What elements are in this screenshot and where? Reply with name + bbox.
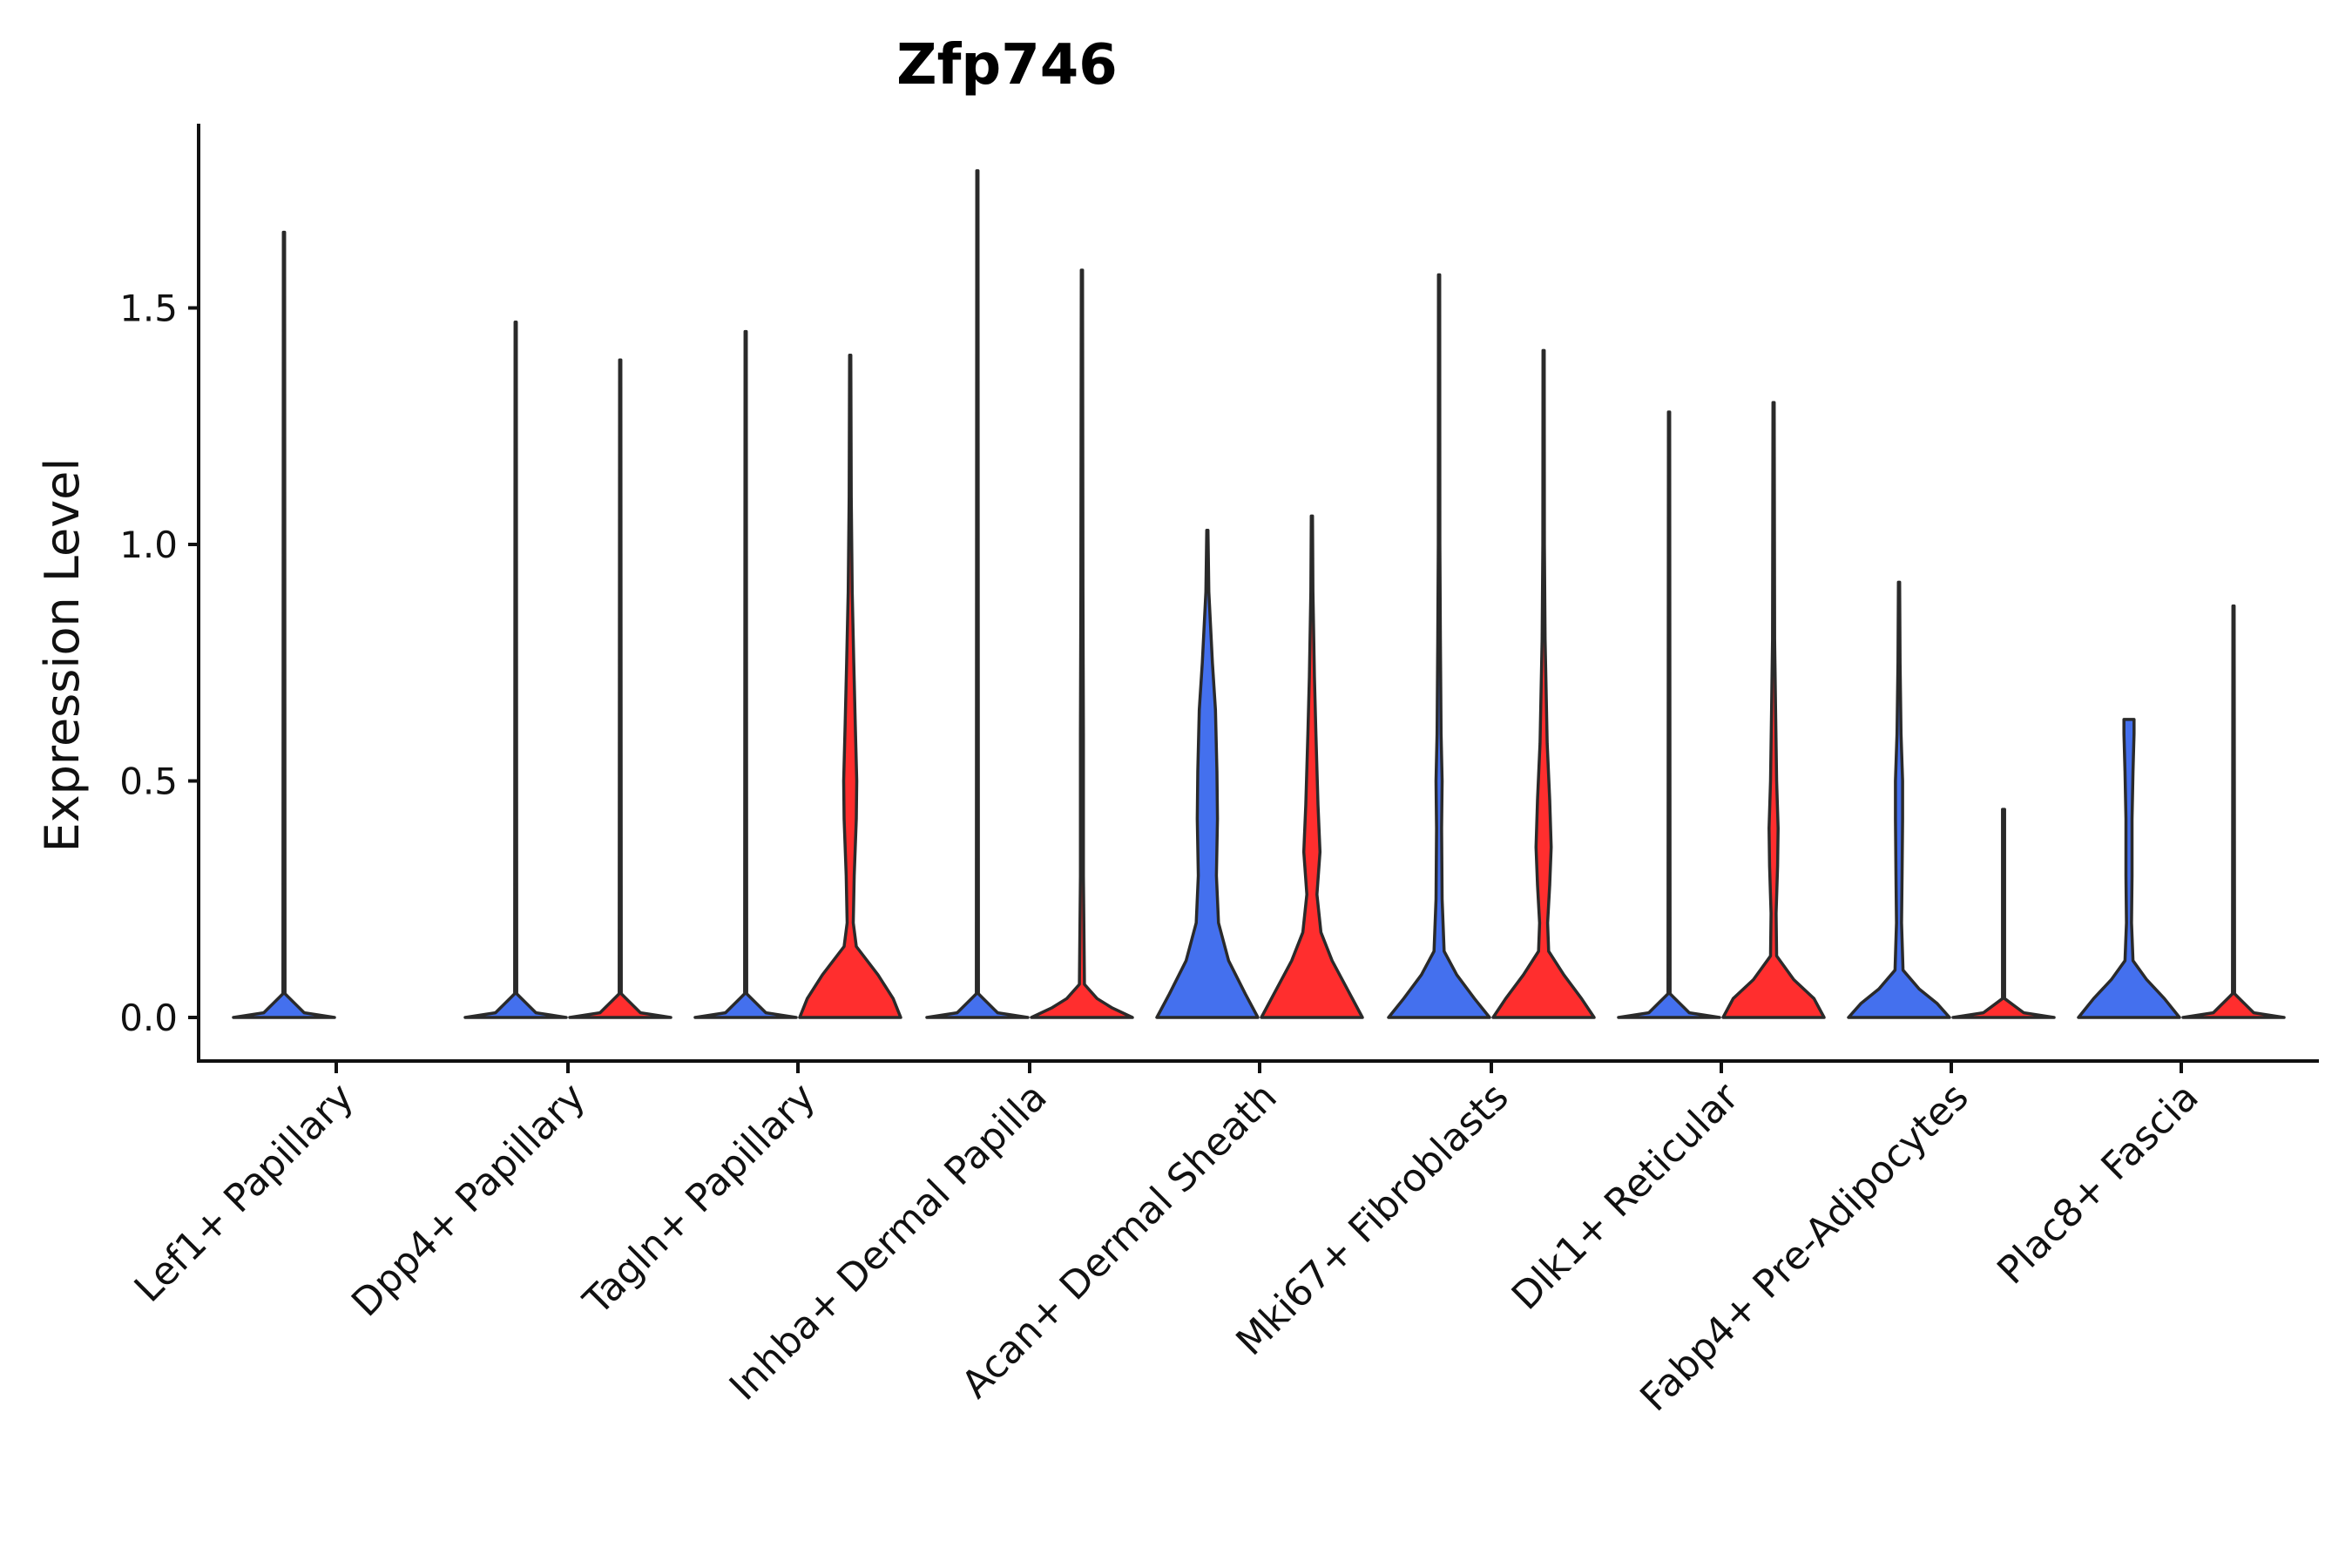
- x-tick-label: Dlk1+ Reticular: [1504, 1074, 1748, 1319]
- y-tick-label: 1.0: [119, 524, 178, 566]
- violin-red-8: [2181, 604, 2286, 1019]
- x-tick-label: Dpp4+ Papillary: [343, 1075, 594, 1326]
- violin-blue-8: [2077, 718, 2181, 1019]
- violin-blue-3: [925, 169, 1030, 1019]
- violin-blue-7: [1847, 580, 1951, 1019]
- violin-blue-2: [693, 329, 798, 1019]
- y-tick-label: 0.0: [119, 997, 178, 1039]
- x-tick-label: Lef1+ Papillary: [126, 1075, 362, 1311]
- violin-blue-5: [1387, 273, 1491, 1019]
- violin-blue-6: [1617, 410, 1721, 1019]
- violin-red-7: [1951, 808, 2056, 1019]
- violin-red-6: [1721, 401, 1826, 1019]
- y-axis-label: Expression Level: [35, 458, 90, 853]
- x-tick-label: Tagln+ Papillary: [575, 1075, 824, 1324]
- plot-area: [232, 169, 2286, 1019]
- violin-blue-1: [463, 321, 568, 1019]
- violin-blue-0: [232, 230, 336, 1019]
- y-ticks: 0.0 0.5 1.0 1.5: [119, 287, 199, 1039]
- violin-blue-4: [1155, 528, 1260, 1019]
- violin-red-2: [798, 354, 902, 1019]
- y-tick-label: 0.5: [119, 760, 178, 803]
- x-tick-label: Plac8+ Fascia: [1989, 1075, 2207, 1294]
- violin-red-1: [568, 358, 672, 1019]
- violin-red-3: [1030, 268, 1134, 1019]
- violin-red-5: [1491, 348, 1596, 1019]
- y-tick-label: 1.5: [119, 287, 178, 330]
- violin-red-4: [1260, 514, 1364, 1019]
- chart-title: Zfp746: [896, 33, 1118, 98]
